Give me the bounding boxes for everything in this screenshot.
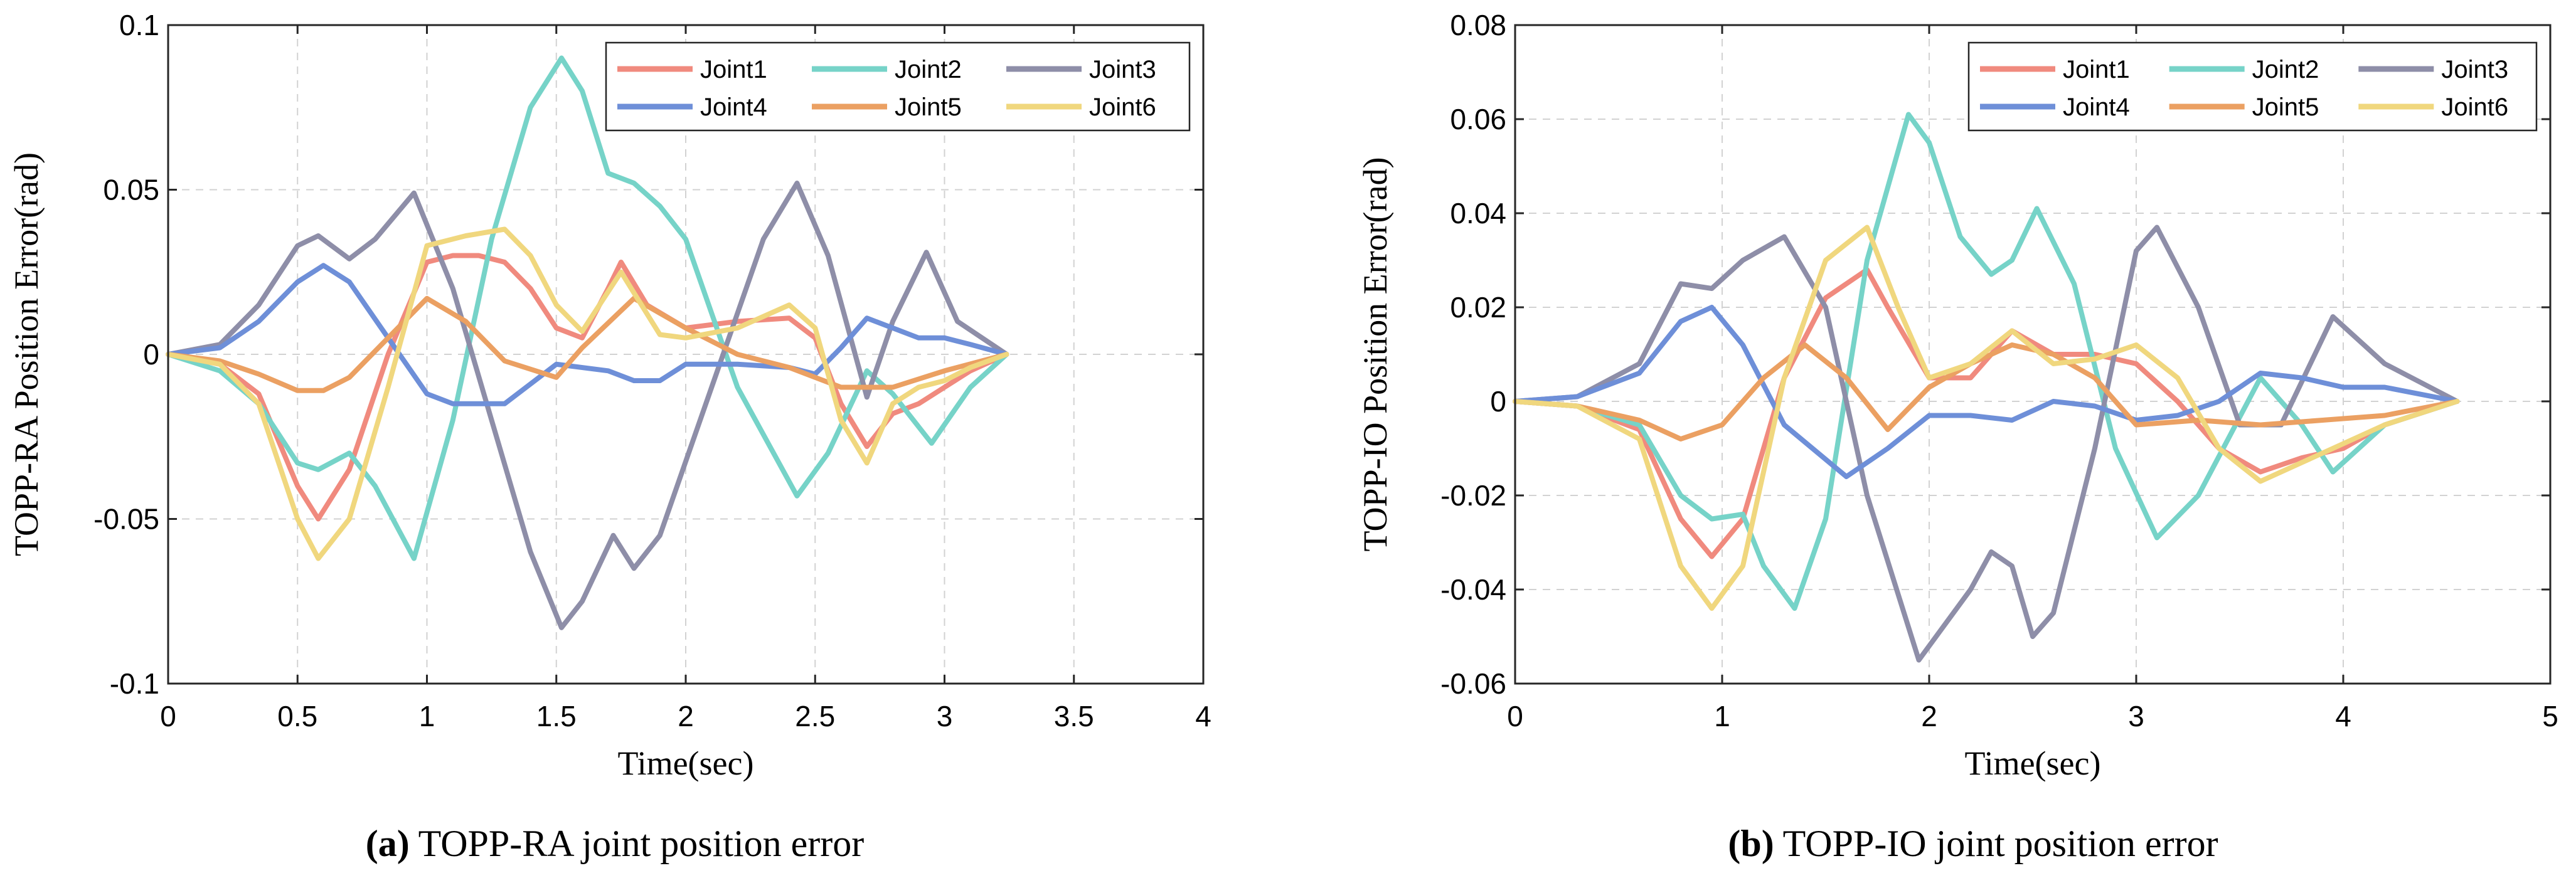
series-line-joint4 — [166, 263, 1009, 406]
x-tick-label: 3.5 — [1054, 700, 1094, 732]
y-tick-label: 0.06 — [1450, 103, 1506, 135]
y-tick-label: -0.04 — [1440, 573, 1506, 606]
legend-label-joint1: Joint1 — [700, 56, 767, 83]
legend-box — [1967, 41, 2538, 132]
y-tick-label: 0 — [143, 338, 159, 371]
legend-label-joint1: Joint1 — [2063, 56, 2130, 83]
y-axis-label: TOPP-RA Position Error(rad) — [8, 152, 45, 556]
x-tick-label: 0 — [1507, 700, 1523, 732]
y-axis-label: TOPP-IO Position Error(rad) — [1356, 157, 1394, 552]
chart-a: 0 0.5 1 1.5 2 2.5 3 3.5 4 -0.1 -0.05 0 0.05 0.1 Time(s… — [8, 9, 1211, 782]
legend-label-joint2: Joint2 — [2252, 56, 2319, 83]
plot-frame — [1514, 24, 2552, 685]
x-tick-label: 3 — [937, 700, 953, 732]
caption-b-label: (b) — [1728, 823, 1774, 864]
x-axis-label: Time(sec) — [1965, 744, 2101, 782]
y-tick-label: 0.02 — [1450, 291, 1506, 324]
caption-b: (b) TOPP-IO joint position error — [1728, 823, 2218, 864]
legend-label-joint2: Joint2 — [895, 56, 962, 83]
series-line-joint6 — [166, 226, 1009, 561]
x-tick-label: 0.5 — [277, 700, 317, 732]
legend: Joint1 Joint2 Joint3 Joint4 Joint5 Joint6 — [1967, 41, 2538, 132]
series-line-joint2 — [166, 55, 1009, 561]
y-tick-label: 0.04 — [1450, 197, 1506, 230]
y-tick-label: -0.06 — [1440, 667, 1506, 700]
legend-label-joint6: Joint6 — [1089, 93, 1156, 121]
chart-b: 0 1 2 3 4 5 -0.06 -0.04 -0.02 0 0.02 0.04 0.06 0.08 Ti… — [1356, 9, 2558, 782]
x-axis-label: Time(sec) — [618, 744, 754, 782]
legend-label-joint5: Joint5 — [895, 93, 962, 121]
legend-box — [605, 41, 1191, 132]
caption-a: (a) TOPP-RA joint position error — [366, 823, 865, 864]
legend-label-joint3: Joint3 — [1089, 56, 1156, 83]
series-line-joint3 — [166, 181, 1009, 630]
y-tick-label: 0 — [1490, 385, 1506, 418]
y-tick-label: -0.05 — [93, 503, 159, 536]
series-line-joint6 — [1513, 225, 2460, 611]
series-line-joint4 — [1513, 305, 2460, 479]
x-tick-label: 2 — [678, 700, 694, 732]
x-tick-label: 0 — [160, 700, 176, 732]
series-line-joint2 — [1513, 112, 2460, 611]
y-tick-label: -0.02 — [1440, 479, 1506, 512]
legend-label-joint4: Joint4 — [700, 93, 767, 121]
legend-label-joint6: Joint6 — [2441, 93, 2508, 121]
x-tick-label: 1 — [1714, 700, 1730, 732]
caption-a-label: (a) — [366, 823, 410, 864]
caption-b-text: TOPP-IO joint position error — [1774, 823, 2218, 864]
x-tick-label: 4 — [2335, 700, 2351, 732]
y-tick-label: 0.05 — [103, 174, 159, 206]
series-line-joint5 — [1513, 342, 2460, 441]
legend-label-joint3: Joint3 — [2441, 56, 2508, 83]
x-tick-label: 2.5 — [795, 700, 835, 732]
y-tick-label: 0.1 — [119, 9, 159, 41]
x-tick-label: 2 — [1921, 700, 1937, 732]
x-tick-label: 1 — [419, 700, 435, 732]
x-tick-label: 3 — [2128, 700, 2144, 732]
x-tick-label: 5 — [2542, 700, 2558, 732]
legend-label-joint4: Joint4 — [2063, 93, 2130, 121]
series-line-joint1 — [1513, 267, 2460, 559]
x-tick-label: 1.5 — [536, 700, 577, 732]
plot-frame — [167, 24, 1205, 685]
legend-label-joint5: Joint5 — [2252, 93, 2319, 121]
legend: Joint1 Joint2 Joint3 Joint4 Joint5 Joint6 — [605, 41, 1191, 132]
y-tick-label: -0.1 — [110, 667, 159, 700]
y-tick-label: 0.08 — [1450, 9, 1506, 41]
series-line-joint5 — [166, 295, 1009, 393]
x-tick-label: 4 — [1195, 700, 1211, 732]
caption-a-text: TOPP-RA joint position error — [410, 823, 865, 864]
